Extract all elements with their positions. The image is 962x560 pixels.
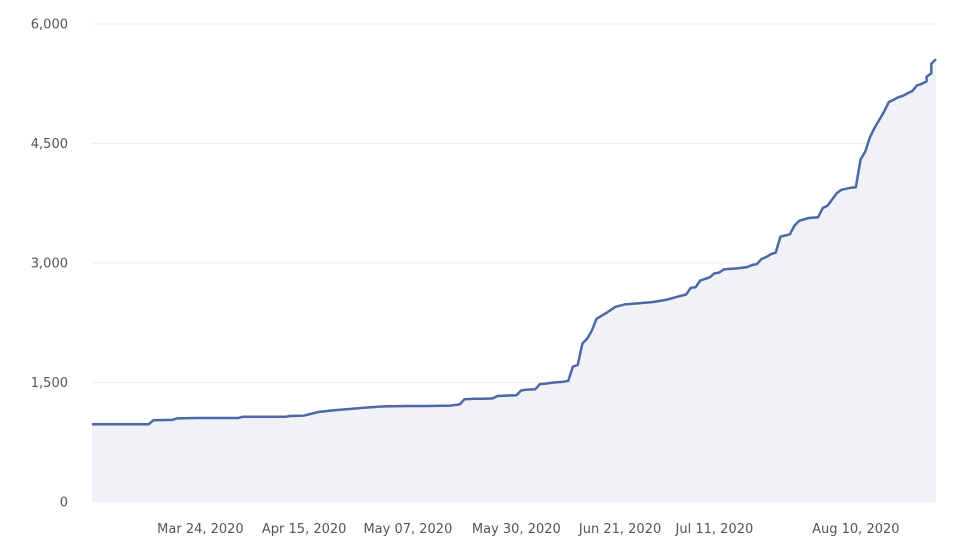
x-tick-label: Jun 21, 2020	[578, 522, 661, 537]
y-tick-label: 6,000	[31, 18, 68, 33]
y-tick-label: 3,000	[31, 257, 68, 272]
y-tick-label: 4,500	[31, 137, 68, 152]
x-tick-label: Aug 10, 2020	[812, 522, 899, 537]
x-tick-label: Mar 24, 2020	[157, 522, 244, 537]
x-tick-label: Jul 11, 2020	[675, 522, 754, 537]
y-axis: 0 1,500 3,000 4,500 6,000	[31, 18, 68, 511]
series-line	[92, 58, 937, 426]
area-layer	[92, 58, 937, 502]
x-axis: Mar 24, 2020 Apr 15, 2020 May 07, 2020 May …	[157, 522, 899, 537]
x-tick-label: May 07, 2020	[363, 522, 452, 537]
y-tick-label: 1,500	[31, 376, 68, 391]
y-tick-label: 0	[60, 496, 68, 511]
x-tick-label: May 30, 2020	[472, 522, 561, 537]
series-area-fill	[92, 59, 936, 502]
x-tick-label: Apr 15, 2020	[262, 522, 347, 537]
